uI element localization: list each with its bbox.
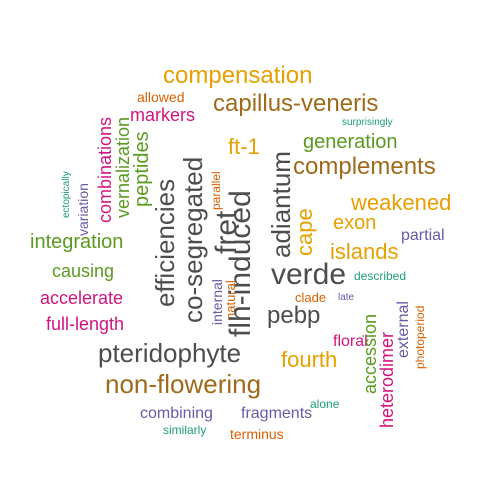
word-combinations: combinations <box>95 116 115 223</box>
word-pteridophyte: pteridophyte <box>98 338 242 368</box>
word-islands: islands <box>330 239 399 264</box>
word-peptides: peptides <box>131 131 153 207</box>
word-alone: alone <box>310 397 340 411</box>
word-pebp: pebp <box>267 302 321 329</box>
word-clade: clade <box>295 290 327 305</box>
word-accelerate: accelerate <box>40 288 124 308</box>
word-terminus: terminus <box>230 426 284 442</box>
word-ectopically: ectopically <box>61 171 72 218</box>
word-integration: integration <box>30 231 124 253</box>
word-late: late <box>338 292 355 303</box>
word-efficiencies: efficiencies <box>150 178 180 307</box>
word-surprisingly: surprisingly <box>342 117 393 128</box>
word-causing: causing <box>52 261 115 281</box>
word-allowed: allowed <box>137 89 185 105</box>
word-capillus-veneris: capillus-veneris <box>213 90 379 117</box>
word-fret: fret <box>210 210 243 254</box>
word-compensation: compensation <box>163 62 313 89</box>
word-ft-1: ft-1 <box>228 134 260 159</box>
word-markers: markers <box>130 105 196 125</box>
word-verde: verde <box>271 258 347 291</box>
word-described: described <box>354 269 407 283</box>
word-external: external <box>395 301 412 358</box>
word-weakened: weakened <box>351 190 452 215</box>
word-combining: combining <box>140 405 213 422</box>
word-floral: floral <box>333 333 368 350</box>
word-heterodimer: heterodimer <box>377 331 397 428</box>
word-partial: partial <box>401 227 445 244</box>
word-co-segregated: co-segregated <box>178 156 208 323</box>
word-generation: generation <box>303 131 398 153</box>
word-parallel: parallel <box>209 171 223 210</box>
word-non-flowering: non-flowering <box>105 369 262 399</box>
word-cape: cape <box>292 208 317 256</box>
word-adiantum: adiantum <box>266 151 296 258</box>
word-photoperiod: photoperiod <box>413 305 427 369</box>
word-complements: complements <box>293 153 436 180</box>
word-exon: exon <box>333 212 377 234</box>
word-vernalization: vernalization <box>113 116 133 218</box>
word-fourth: fourth <box>281 347 338 372</box>
word-similarly: similarly <box>163 423 207 437</box>
word-internal: internal <box>209 279 225 325</box>
word-fragments: fragments <box>241 405 313 422</box>
word-variation: variation <box>75 183 91 236</box>
word-full-length: full-length <box>46 314 125 334</box>
